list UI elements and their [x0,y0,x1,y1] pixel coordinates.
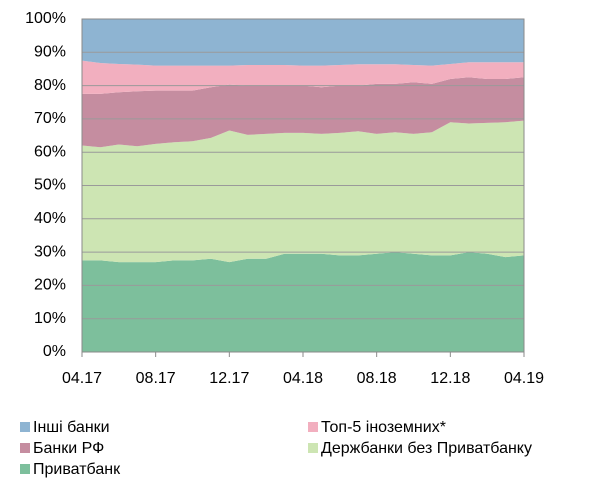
y-tick-label: 20% [34,277,66,294]
y-tick-label: 60% [34,143,66,160]
legend-swatch [308,422,318,432]
legend-label: Банки РФ [33,440,104,457]
legend-swatch [308,443,318,453]
y-tick-label: 30% [34,243,66,260]
legend-swatch [20,464,30,474]
legend-label: Держбанки без Приватбанку [321,440,532,457]
legend-swatch [20,422,30,432]
area [82,77,524,148]
x-tick-label: 04.19 [504,370,544,387]
x-tick-label: 12.17 [209,370,249,387]
y-tick-label: 50% [34,177,66,194]
y-tick-label: 100% [25,10,66,27]
y-tick-label: 80% [34,77,66,94]
y-tick-label: 70% [34,110,66,127]
y-tick-label: 10% [34,310,66,327]
y-tick-label: 40% [34,210,66,227]
legend-label: Інші банки [33,419,110,436]
x-tick-label: 08.17 [136,370,176,387]
area [82,19,524,66]
legend-swatch [20,443,30,453]
x-tick-label: 04.17 [62,370,102,387]
x-tick-label: 12.18 [430,370,470,387]
x-tick-label: 08.18 [357,370,397,387]
y-tick-label: 90% [34,44,66,61]
area [82,252,524,352]
y-tick-label: 0% [43,343,66,360]
x-tick-label: 04.18 [283,370,323,387]
legend-label: Приватбанк [33,461,121,478]
legend-label: Топ-5 іноземних* [321,419,446,436]
area [82,120,524,263]
